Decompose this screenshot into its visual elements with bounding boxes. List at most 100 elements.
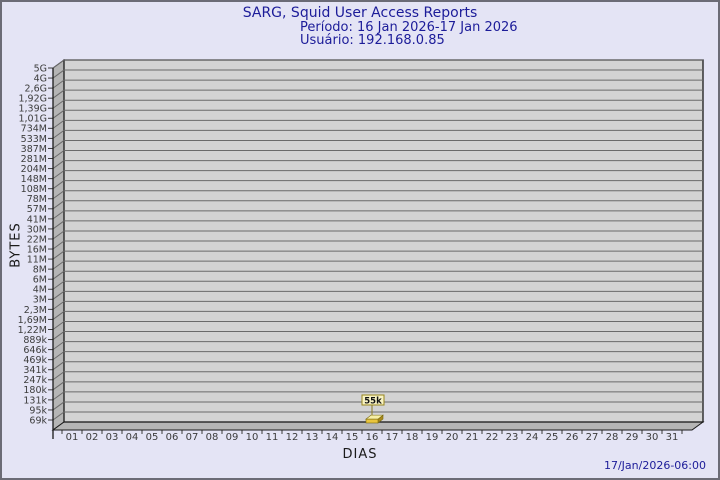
x-tick-label: 31 <box>666 432 679 443</box>
gridline-wall <box>52 119 65 129</box>
y-tick-label: 16M <box>27 244 47 255</box>
gridline-wall <box>52 371 65 381</box>
y-tick-label: 889k <box>23 335 47 346</box>
x-tick-label: 14 <box>326 432 339 443</box>
x-tick-label: 06 <box>166 432 179 443</box>
x-tick-label: 20 <box>446 432 459 443</box>
x-tick-label: 25 <box>546 432 559 443</box>
x-tick-label: 13 <box>306 432 319 443</box>
y-tick-label: 131k <box>23 395 47 406</box>
gridline-wall <box>52 109 65 119</box>
y-tick-label: 204M <box>21 164 47 175</box>
x-tick-label: 12 <box>286 432 299 443</box>
gridline-wall <box>52 69 65 79</box>
gridline-wall <box>52 250 65 260</box>
y-tick-label: 108M <box>21 184 47 195</box>
y-tick-label: 2,6G <box>25 84 47 95</box>
x-axis-title: DIAS <box>342 447 378 462</box>
x-tick-label: 29 <box>626 432 639 443</box>
gridline-wall <box>52 89 65 99</box>
x-tick-label: 22 <box>486 432 499 443</box>
x-tick-label: 17 <box>386 432 399 443</box>
y-axis-title: BYTES <box>8 222 24 268</box>
gridline-wall <box>52 300 65 310</box>
bar-day-16: 55k <box>361 394 385 424</box>
y-tick-label: 5G <box>34 63 47 74</box>
gridline-wall <box>52 170 65 180</box>
x-tick-label: 28 <box>606 432 619 443</box>
y-tick-label: 4G <box>34 73 47 84</box>
y-tick-label: 387M <box>21 144 47 155</box>
x-tick-label: 21 <box>466 432 479 443</box>
x-tick-label: 10 <box>246 432 259 443</box>
y-tick-label: 95k <box>29 405 47 416</box>
y-tick-label: 78M <box>27 194 47 205</box>
x-tick-label: 05 <box>146 432 159 443</box>
y-tick-label: 8M <box>33 265 47 276</box>
x-tick-label: 15 <box>346 432 359 443</box>
gridline-wall <box>52 129 65 139</box>
gridline-wall <box>52 200 65 210</box>
y-tick-label: 247k <box>23 375 47 386</box>
gridline-wall <box>52 79 65 89</box>
gridline-wall <box>52 381 65 391</box>
y-tick-label: 4M <box>33 285 47 296</box>
gridline-wall <box>52 411 65 421</box>
gridline-wall <box>52 99 65 109</box>
x-tick-label: 26 <box>566 432 579 443</box>
gridline-wall <box>52 210 65 220</box>
gridline-wall <box>52 230 65 240</box>
gridline-wall <box>52 150 65 159</box>
gridline-wall <box>52 260 65 270</box>
x-tick-label: 07 <box>186 432 199 443</box>
gridline-wall <box>52 59 65 69</box>
y-tick-label: 57M <box>27 204 47 215</box>
y-tick-label: 1,69M <box>18 315 47 326</box>
y-tick-label: 1,39G <box>18 104 47 115</box>
gridline-wall <box>52 140 65 149</box>
x-tick-label: 03 <box>106 432 119 443</box>
y-tick-label: 6M <box>33 275 47 286</box>
generation-timestamp: 17/Jan/2026-06:00 <box>603 459 706 472</box>
gridline-wall <box>52 290 65 300</box>
x-tick-label: 02 <box>86 432 99 443</box>
y-tick-label: 30M <box>27 224 47 235</box>
y-tick-label: 1,22M <box>18 325 47 336</box>
gridline-wall <box>52 361 65 371</box>
x-tick-label: 24 <box>526 432 539 443</box>
y-tick-label: 281M <box>21 154 47 165</box>
x-tick-label: 27 <box>586 432 599 443</box>
gridline-wall <box>52 180 65 190</box>
x-tick-label: 19 <box>426 432 439 443</box>
gridline-wall <box>52 341 65 351</box>
gridline-wall <box>52 190 65 200</box>
y-tick-label: 2,3M <box>24 305 47 316</box>
gridline-wall <box>52 391 65 401</box>
y-tick-label: 533M <box>21 134 47 145</box>
gridline-wall <box>52 311 65 320</box>
report-user: Usuário: 192.168.0.85 <box>300 33 445 48</box>
gridline-wall <box>52 321 65 330</box>
y-tick-label: 148M <box>21 174 47 185</box>
y-tick-label: 1,01G <box>18 114 47 125</box>
y-tick-label: 734M <box>21 124 47 135</box>
x-tick-label: 18 <box>406 432 419 443</box>
x-tick-label: 23 <box>506 432 519 443</box>
y-tick-label: 11M <box>27 254 47 265</box>
y-tick-label: 41M <box>27 214 47 225</box>
gridline-wall <box>52 270 65 280</box>
x-tick-label: 30 <box>646 432 659 443</box>
bar-front-face <box>365 418 379 424</box>
y-tick-label: 180k <box>23 385 47 396</box>
bar-value-flag <box>361 394 385 406</box>
bar-value-label: 55k <box>364 396 382 406</box>
gridline-wall <box>52 240 65 250</box>
y-tick-label: 3M <box>33 295 47 306</box>
x-tick-label: 09 <box>226 432 239 443</box>
x-tick-label: 11 <box>266 432 279 443</box>
x-tick-label: 04 <box>126 432 139 443</box>
gridline-wall <box>52 220 65 230</box>
y-tick-label: 469k <box>23 355 47 366</box>
